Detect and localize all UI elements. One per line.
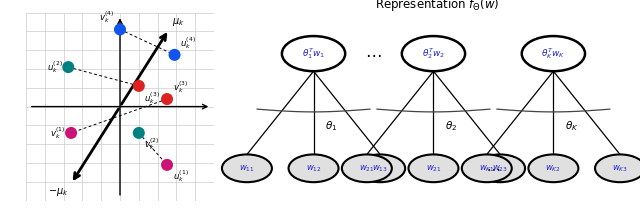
Text: $w_{21}$: $w_{21}$: [359, 163, 374, 173]
Text: $\theta_2^T w_2$: $\theta_2^T w_2$: [422, 46, 445, 61]
Text: $v_k^{(2)}$: $v_k^{(2)}$: [145, 137, 160, 152]
Text: $\theta_K$: $\theta_K$: [565, 119, 579, 133]
Text: $w_{K3}$: $w_{K3}$: [612, 163, 628, 173]
Text: $\theta_K^T w_K$: $\theta_K^T w_K$: [541, 46, 566, 61]
Text: $w_{K1}$: $w_{K1}$: [479, 163, 495, 173]
Point: [134, 84, 144, 88]
Circle shape: [595, 154, 640, 182]
Text: $w_{21}$: $w_{21}$: [426, 163, 442, 173]
Text: $w_{23}$: $w_{23}$: [492, 163, 508, 173]
Text: $w_{13}$: $w_{13}$: [372, 163, 388, 173]
Circle shape: [529, 154, 579, 182]
Text: $v_k^{(4)}$: $v_k^{(4)}$: [99, 9, 115, 25]
Circle shape: [355, 154, 405, 182]
Circle shape: [402, 36, 465, 71]
Text: $-\mu_k$: $-\mu_k$: [48, 186, 68, 198]
Text: $u_k^{(1)}$: $u_k^{(1)}$: [173, 169, 189, 184]
Text: $v_k^{(1)}$: $v_k^{(1)}$: [50, 125, 65, 141]
Text: $u_k^{(4)}$: $u_k^{(4)}$: [180, 36, 196, 51]
Text: $\mu_k$: $\mu_k$: [172, 16, 184, 28]
Text: $u_k^{(3)}$: $u_k^{(3)}$: [143, 91, 159, 106]
Circle shape: [222, 154, 272, 182]
Circle shape: [462, 154, 512, 182]
Text: $\cdots$: $\cdots$: [365, 45, 382, 63]
Point: [66, 131, 76, 135]
Circle shape: [475, 154, 525, 182]
Text: $\theta_1$: $\theta_1$: [325, 119, 337, 133]
Text: $v_k^{(3)}$: $v_k^{(3)}$: [173, 80, 188, 95]
Text: $u_k^{(2)}$: $u_k^{(2)}$: [47, 59, 63, 75]
Point: [115, 28, 125, 31]
Text: $w_{12}$: $w_{12}$: [306, 163, 321, 173]
Point: [134, 131, 144, 135]
Point: [162, 163, 172, 167]
Circle shape: [342, 154, 392, 182]
Text: $w_{11}$: $w_{11}$: [239, 163, 255, 173]
Circle shape: [408, 154, 458, 182]
Text: $\cdots$: $\cdots$: [486, 161, 500, 175]
Text: $\theta_2$: $\theta_2$: [445, 119, 458, 133]
Circle shape: [282, 36, 345, 71]
Point: [162, 97, 172, 101]
Circle shape: [522, 36, 585, 71]
Point: [170, 53, 180, 56]
Point: [63, 65, 74, 69]
Text: $w_{K2}$: $w_{K2}$: [545, 163, 561, 173]
Text: Representation $f_{\Theta}(w)$: Representation $f_{\Theta}(w)$: [374, 0, 499, 13]
Circle shape: [289, 154, 339, 182]
Text: $\theta_1^T w_1$: $\theta_1^T w_1$: [302, 46, 325, 61]
